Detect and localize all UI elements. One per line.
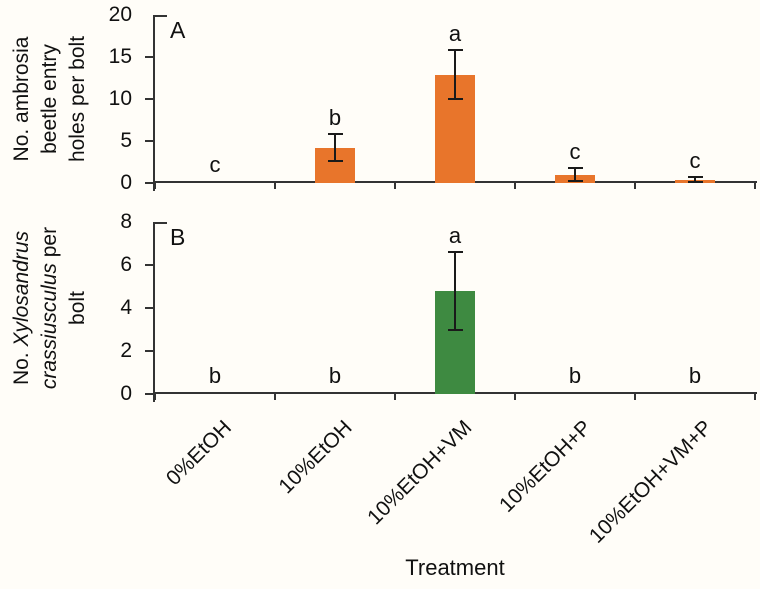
x-tick: [514, 394, 516, 400]
panel-letter: A: [170, 17, 186, 43]
y-tick-label: 15: [108, 45, 132, 68]
sig-letter: b: [208, 363, 222, 388]
x-tick: [274, 394, 276, 400]
sig-letter: b: [328, 363, 342, 388]
y-tick-label: 4: [120, 296, 132, 319]
error-bar-line: [454, 50, 456, 99]
x-tick: [634, 183, 636, 189]
y-tick: [145, 350, 153, 352]
x-tick: [154, 183, 156, 189]
y-tick-label: 8: [120, 210, 132, 233]
sig-letter: b: [328, 105, 342, 131]
y-tick: [145, 140, 153, 142]
y-tick: [145, 182, 153, 184]
sig-letter: b: [688, 363, 702, 388]
error-bar-line: [334, 134, 336, 162]
sig-letter: c: [689, 148, 701, 174]
error-bar-line: [454, 252, 456, 330]
y-tick-label: 20: [108, 3, 132, 26]
error-bar-cap: [447, 328, 463, 331]
y-axis-label: No. Xylosandrus crassiusculus per bolt: [8, 128, 92, 488]
x-tick: [514, 183, 516, 189]
error-bar-line: [694, 177, 696, 182]
x-tick-label: 10%EtOH: [273, 416, 357, 499]
y-axis-label-line: bolt: [64, 128, 92, 488]
x-tick-label: 10%EtOH+P: [495, 416, 597, 517]
x-tick: [154, 394, 156, 400]
x-tick-label: 10%EtOH+VM: [363, 416, 477, 530]
sig-letter: a: [448, 21, 462, 47]
species-name-italic: crassiusculus: [38, 263, 61, 390]
y-tick-label: 2: [120, 339, 132, 362]
y-axis-label-segment: bolt: [66, 291, 89, 325]
sig-letter: c: [569, 139, 581, 165]
y-tick: [155, 222, 167, 224]
error-bar-cap: [567, 167, 583, 170]
error-bar-cap: [327, 160, 343, 163]
x-tick: [394, 394, 396, 400]
sig-letter: b: [568, 363, 582, 388]
y-tick: [145, 307, 153, 309]
y-tick: [145, 264, 153, 266]
error-bar-cap: [447, 98, 463, 100]
y-tick-label: 5: [120, 129, 132, 152]
x-axis-title: Treatment: [405, 555, 505, 580]
y-tick: [145, 56, 153, 58]
panel-letter: B: [170, 224, 186, 250]
y-axis-line: [153, 15, 155, 191]
x-tick: [394, 183, 396, 189]
y-tick-label: 0: [120, 382, 132, 405]
error-bar-cap: [447, 251, 463, 254]
x-tick: [634, 394, 636, 400]
y-axis-line: [153, 222, 155, 402]
error-bar-cap: [327, 133, 343, 136]
sig-letter: c: [209, 152, 221, 177]
y-axis-label-line: No. Xylosandrus: [8, 128, 36, 488]
error-bar-cap: [447, 49, 463, 52]
error-bar-cap: [687, 176, 703, 179]
y-tick-label: 6: [120, 253, 132, 276]
x-tick-label: 10%EtOH+VM+P: [584, 416, 717, 548]
y-tick-label: 10: [108, 87, 132, 110]
y-tick: [155, 15, 167, 17]
y-tick-label: 0: [120, 171, 132, 194]
error-bar-cap: [687, 181, 703, 183]
sig-letter: a: [448, 223, 462, 249]
error-bar-cap: [567, 179, 583, 182]
x-tick: [274, 183, 276, 189]
y-axis-label-segment: No.: [10, 346, 33, 386]
x-tick: [754, 183, 756, 189]
species-name-italic: Xylosandrus: [10, 230, 33, 347]
error-bar-line: [574, 168, 576, 181]
y-tick: [145, 98, 153, 100]
x-tick-label: 0%EtOH: [162, 416, 237, 491]
y-axis-label-segment: per: [38, 226, 61, 264]
y-axis-label-line: crassiusculus per: [36, 128, 64, 488]
y-tick: [145, 393, 153, 395]
x-tick: [754, 394, 756, 400]
